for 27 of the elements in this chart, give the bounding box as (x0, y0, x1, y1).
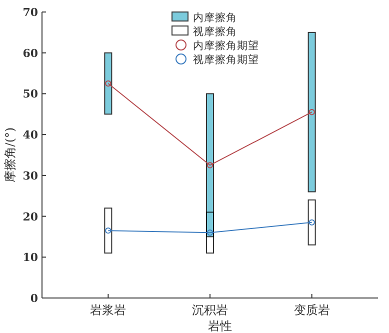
legend-label: 视摩擦角期望 (193, 53, 259, 66)
bar (104, 52, 112, 115)
y-tick-label: 10 (22, 251, 38, 264)
point (206, 162, 214, 168)
x-tick-label: 岩浆岩 (90, 303, 126, 317)
x-tick-label: 变质岩 (294, 303, 330, 317)
y-axis-title: 摩擦角/(°) (3, 127, 17, 183)
y-tick-label: 20 (22, 210, 38, 224)
y-tick-label: 40 (22, 128, 38, 142)
point (105, 227, 112, 234)
bar (308, 199, 316, 246)
point (206, 230, 214, 236)
point (308, 219, 315, 226)
legend-label: 内摩擦角 (193, 11, 237, 24)
point (308, 109, 315, 116)
bar (308, 32, 316, 192)
point (105, 80, 112, 87)
y-tick-label: 0 (30, 292, 38, 305)
x-axis-title: 岩性 (208, 319, 232, 333)
y-tick-label: 70 (22, 6, 38, 19)
bar (104, 208, 112, 254)
y-tick-label: 60 (22, 46, 38, 60)
x-tick-label: 沉积岩 (192, 303, 228, 317)
legend-label: 视摩擦角 (193, 25, 237, 38)
y-tick-label: 30 (22, 169, 38, 182)
legend-label: 内摩擦角期望 (193, 39, 259, 52)
y-tick-label: 50 (22, 88, 38, 101)
